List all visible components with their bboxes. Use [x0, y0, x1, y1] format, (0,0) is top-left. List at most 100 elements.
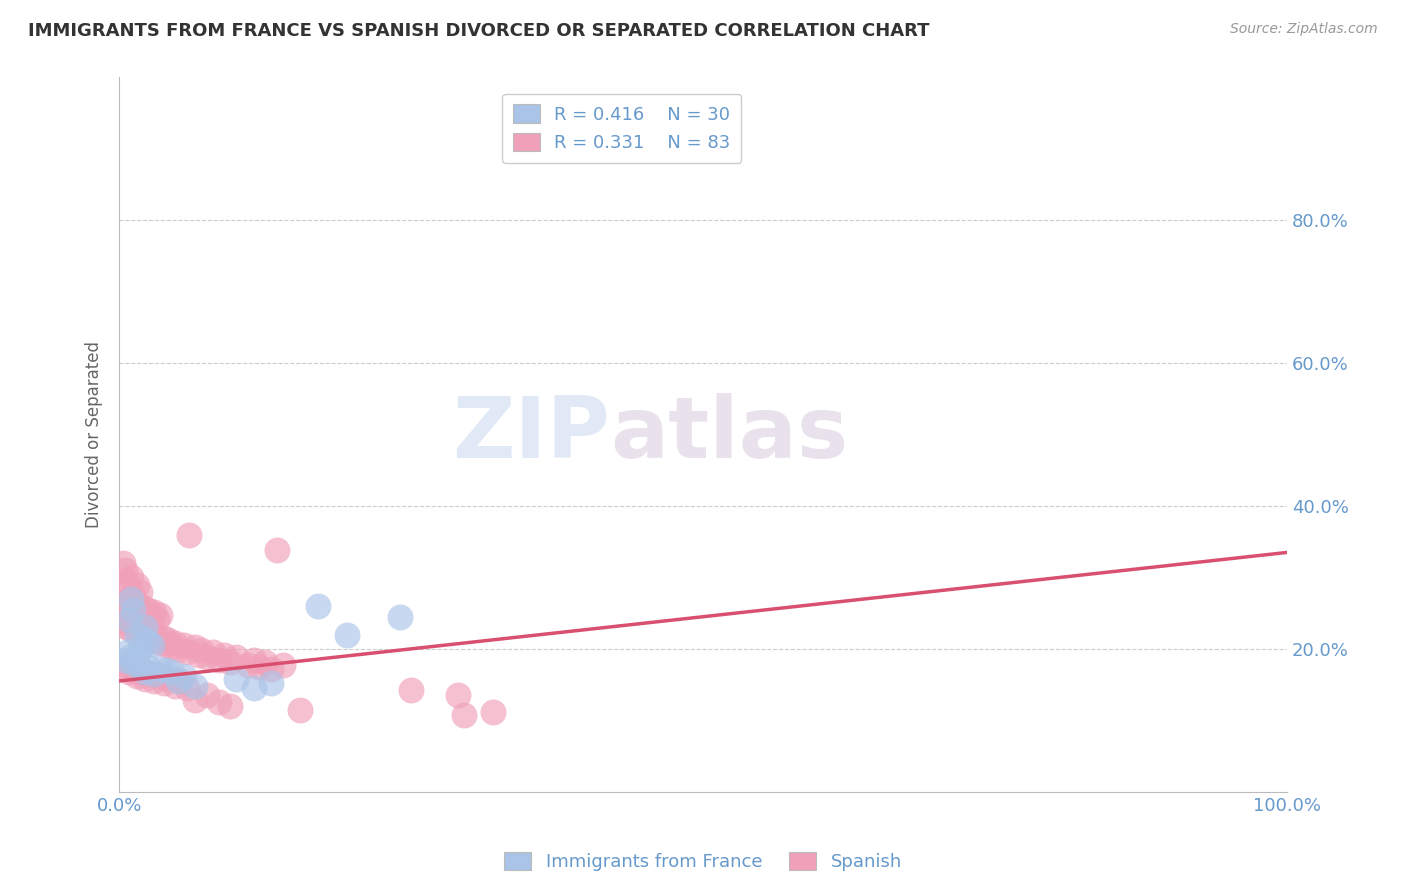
Point	[169, 673, 191, 688]
Point	[145, 629, 167, 643]
Point	[138, 659, 160, 673]
Point	[155, 638, 177, 652]
Point	[129, 584, 152, 599]
Point	[195, 650, 218, 665]
Point	[117, 615, 139, 629]
Point	[143, 605, 166, 619]
Point	[125, 577, 148, 591]
Point	[117, 613, 139, 627]
Y-axis label: Divorced or Separated: Divorced or Separated	[86, 341, 103, 528]
Point	[111, 556, 134, 570]
Point	[122, 602, 145, 616]
Point	[129, 606, 152, 620]
Point	[138, 666, 160, 681]
Point	[115, 574, 138, 588]
Point	[290, 702, 312, 716]
Text: IMMIGRANTS FROM FRANCE VS SPANISH DIVORCED OR SEPARATED CORRELATION CHART: IMMIGRANTS FROM FRANCE VS SPANISH DIVORC…	[28, 22, 929, 40]
Point	[160, 640, 183, 655]
Point	[166, 673, 188, 688]
Point	[242, 681, 264, 695]
Point	[184, 679, 207, 693]
Point	[117, 591, 139, 606]
Point	[122, 602, 145, 616]
Point	[242, 652, 264, 666]
Point	[157, 633, 180, 648]
Point	[207, 695, 229, 709]
Point	[195, 688, 218, 702]
Point	[118, 650, 141, 665]
Point	[141, 638, 163, 652]
Point	[114, 652, 136, 666]
Point	[225, 672, 247, 686]
Point	[399, 683, 422, 698]
Point	[125, 598, 148, 612]
Point	[453, 707, 475, 722]
Point	[190, 643, 212, 657]
Point	[149, 669, 172, 683]
Point	[254, 655, 277, 669]
Point	[157, 672, 180, 686]
Point	[120, 599, 142, 613]
Point	[160, 665, 183, 679]
Point	[117, 581, 139, 595]
Point	[122, 616, 145, 631]
Point	[114, 659, 136, 673]
Point	[122, 656, 145, 670]
Point	[143, 673, 166, 688]
Point	[114, 619, 136, 633]
Point	[138, 631, 160, 645]
Point	[260, 662, 283, 676]
Point	[143, 633, 166, 648]
Point	[117, 645, 139, 659]
Point	[173, 638, 195, 652]
Point	[184, 693, 207, 707]
Point	[165, 636, 187, 650]
Point	[134, 607, 156, 622]
Point	[260, 676, 283, 690]
Point	[118, 622, 141, 636]
Point	[111, 613, 134, 627]
Point	[134, 620, 156, 634]
Point	[214, 648, 236, 662]
Point	[131, 600, 153, 615]
Point	[173, 669, 195, 683]
Point	[134, 665, 156, 679]
Point	[187, 648, 209, 662]
Point	[176, 681, 198, 695]
Point	[184, 640, 207, 655]
Point	[122, 588, 145, 602]
Point	[152, 676, 174, 690]
Point	[271, 657, 294, 672]
Point	[207, 652, 229, 666]
Text: atlas: atlas	[610, 393, 848, 476]
Point	[125, 652, 148, 666]
Point	[152, 631, 174, 645]
Point	[120, 570, 142, 584]
Legend: Immigrants from France, Spanish: Immigrants from France, Spanish	[496, 845, 910, 879]
Point	[114, 563, 136, 577]
Point	[129, 659, 152, 673]
Text: ZIP: ZIP	[451, 393, 610, 476]
Point	[236, 657, 259, 672]
Point	[145, 612, 167, 626]
Point	[149, 607, 172, 622]
Point	[129, 620, 152, 634]
Point	[149, 636, 172, 650]
Point	[120, 591, 142, 606]
Point	[138, 634, 160, 648]
Point	[114, 595, 136, 609]
Point	[138, 602, 160, 616]
Point	[129, 641, 152, 656]
Text: Source: ZipAtlas.com: Source: ZipAtlas.com	[1230, 22, 1378, 37]
Point	[149, 662, 172, 676]
Point	[131, 627, 153, 641]
Point	[166, 643, 188, 657]
Point	[482, 705, 505, 719]
Point	[176, 645, 198, 659]
Point	[155, 663, 177, 677]
Point	[336, 627, 359, 641]
Legend: R = 0.416    N = 30, R = 0.331    N = 83: R = 0.416 N = 30, R = 0.331 N = 83	[502, 94, 741, 163]
Point	[388, 609, 411, 624]
Point	[219, 655, 242, 669]
Point	[120, 659, 142, 673]
